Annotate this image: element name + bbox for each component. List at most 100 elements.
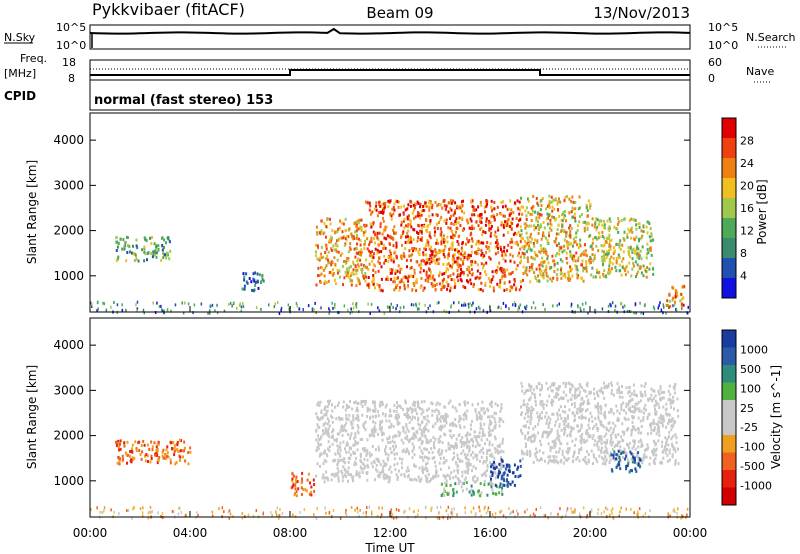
noise-cell: [377, 306, 379, 310]
noise-cell: [667, 304, 669, 307]
echo-cell: [470, 219, 473, 223]
noise-cell: [103, 506, 106, 510]
echo-cell: [571, 459, 574, 463]
echo-cell: [126, 236, 129, 240]
echo-cell: [633, 249, 636, 253]
echo-cell: [472, 206, 475, 210]
echo-cell: [560, 276, 563, 280]
echo-cell: [594, 275, 597, 279]
echo-cell: [423, 400, 426, 404]
echo-cell: [587, 453, 590, 457]
echo-cell: [525, 231, 528, 235]
echo-cell: [602, 462, 605, 466]
echo-cell: [427, 457, 430, 461]
echo-cell: [362, 274, 365, 278]
echo-cell: [352, 268, 355, 272]
echo-cell: [401, 408, 404, 412]
echo-cell: [325, 281, 328, 284]
echo-cell: [396, 419, 399, 423]
echo-cell: [608, 244, 611, 248]
echo-cell: [436, 419, 439, 423]
echo-cell: [498, 420, 501, 424]
echo-cell: [598, 439, 601, 443]
echo-cell: [628, 218, 631, 222]
echo-cell: [241, 287, 244, 291]
noise-cell: [313, 513, 315, 517]
echo-cell: [425, 270, 428, 274]
noise-cell: [558, 302, 560, 306]
noise-cell: [618, 514, 620, 518]
echo-cell: [118, 459, 121, 463]
echo-cell: [402, 441, 405, 445]
echo-cell: [556, 461, 559, 465]
echo-cell: [124, 451, 127, 455]
echo-cell: [600, 411, 603, 415]
echo-cell: [370, 225, 373, 229]
echo-cell: [491, 463, 494, 467]
echo-cell: [167, 237, 170, 241]
noise-cell: [412, 303, 415, 307]
noise-cell: [659, 301, 661, 305]
noise-cell: [277, 514, 280, 518]
echo-cell: [361, 447, 364, 451]
echo-cell: [347, 443, 349, 446]
echo-cell: [399, 268, 402, 271]
echo-cell: [468, 490, 471, 494]
echo-cell: [372, 460, 375, 463]
echo-cell: [420, 262, 423, 266]
echo-cell: [187, 462, 190, 466]
echo-cell: [321, 476, 324, 480]
echo-cell: [617, 230, 620, 234]
echo-cell: [440, 242, 443, 246]
echo-cell: [579, 439, 582, 443]
echo-cell: [443, 219, 446, 223]
echo-cell: [608, 242, 611, 246]
noise-cell: [427, 306, 429, 310]
echo-cell: [531, 256, 534, 260]
echo-cell: [640, 271, 643, 275]
echo-cell: [517, 219, 520, 223]
echo-cell: [427, 243, 430, 247]
echo-cell: [429, 222, 432, 226]
echo-cell: [150, 252, 153, 255]
noise-cell: [132, 507, 134, 511]
echo-cell: [462, 199, 464, 203]
echo-cell: [626, 233, 629, 237]
echo-cell: [562, 274, 565, 278]
echo-cell: [605, 240, 608, 244]
echo-cell: [435, 222, 438, 226]
echo-cell: [527, 426, 530, 430]
noise-cell: [96, 301, 99, 305]
echo-cell: [584, 456, 587, 459]
echo-cell: [372, 256, 375, 260]
echo-cell: [393, 225, 396, 229]
echo-cell: [333, 438, 336, 442]
echo-cell: [372, 221, 375, 225]
echo-cell: [618, 263, 621, 267]
noise-cell: [524, 305, 526, 309]
echo-cell: [602, 458, 605, 461]
echo-cell: [433, 278, 436, 282]
echo-cell: [448, 201, 451, 205]
echo-cell: [320, 416, 323, 420]
noise-cell: [395, 508, 398, 512]
noise-cell: [395, 307, 397, 311]
noise-cell: [483, 507, 485, 511]
noise-cell: [228, 516, 230, 520]
echo-cell: [374, 270, 377, 274]
echo-cell: [372, 280, 375, 284]
echo-cell: [559, 442, 562, 446]
echo-cell: [619, 449, 622, 453]
echo-cell: [328, 271, 331, 274]
echo-cell: [327, 258, 329, 262]
echo-cell: [530, 224, 533, 228]
noise-cell: [415, 302, 417, 306]
echo-cell: [495, 485, 498, 489]
echo-cell: [582, 416, 585, 420]
echo-cell: [481, 434, 484, 438]
echo-cell: [520, 259, 523, 263]
echo-cell: [564, 196, 567, 199]
echo-cell: [380, 241, 383, 245]
echo-cell: [482, 459, 485, 463]
echo-cell: [325, 264, 328, 268]
